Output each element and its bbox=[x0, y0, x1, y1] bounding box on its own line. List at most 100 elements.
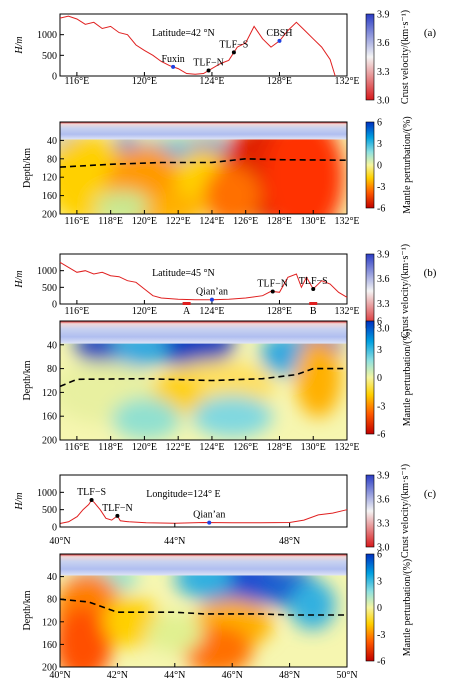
lab-boundary-line bbox=[60, 367, 347, 388]
depth-ytick-label: 80 bbox=[47, 595, 57, 606]
tomo-xtick-label: 124°E bbox=[199, 442, 224, 453]
mantle-colorbar-tick: -6 bbox=[377, 657, 385, 668]
tomography-axes-frame bbox=[59, 320, 348, 441]
tomo-xtick-label: 42°N bbox=[107, 670, 128, 681]
section-marker bbox=[182, 302, 191, 305]
mantle-colorbar bbox=[365, 553, 375, 662]
tomo-xtick-label: 40°N bbox=[49, 670, 70, 681]
tomo-xtick-label: 44°N bbox=[164, 670, 185, 681]
crust-colorbar-tick: 3.6 bbox=[377, 274, 390, 285]
mantle-colorbar-tick: -3 bbox=[377, 182, 385, 193]
crust-colorbar-tick: 3.9 bbox=[377, 250, 390, 261]
depth-ytick-label: 40 bbox=[47, 136, 57, 147]
feature-marker bbox=[231, 50, 236, 55]
tomo-xtick-label: 126°E bbox=[233, 216, 258, 227]
anomaly bbox=[60, 607, 112, 667]
topo-xtick-label: 116°E bbox=[65, 76, 90, 87]
feature-marker bbox=[207, 520, 212, 525]
panel-c: 1000 500 0 H/m Longitude=124° E 40°N 44°N 48°N T… bbox=[14, 464, 437, 681]
mantle-colorbar-tick: 0 bbox=[377, 161, 382, 172]
crust-colorbar-tick: 3.3 bbox=[377, 299, 390, 310]
tomography-image bbox=[60, 554, 347, 667]
mantle-colorbar-tick: 6 bbox=[377, 118, 382, 129]
tomo-xtick-label: 128°E bbox=[267, 442, 292, 453]
feature-label: Qian’an bbox=[193, 510, 225, 521]
topo-ytick-label: 1000 bbox=[37, 30, 57, 41]
topo-ytick-label: 500 bbox=[42, 505, 57, 516]
tomo-xtick-label: 118°E bbox=[98, 216, 123, 227]
lab-boundary-line bbox=[60, 157, 347, 168]
topo-ytick-label: 0 bbox=[52, 300, 57, 311]
crust-colorbar-label: Crust velocity/(km·s⁻¹) bbox=[400, 464, 411, 558]
depth-ytick-label: 200 bbox=[42, 663, 57, 674]
section-marker-label: B bbox=[310, 306, 317, 317]
panel-label: (b) bbox=[424, 267, 437, 279]
depth-ylabel: Depth/km bbox=[22, 590, 33, 630]
depth-ytick-label: 40 bbox=[47, 340, 57, 351]
depth-ytick-label: 80 bbox=[47, 364, 57, 375]
mantle-colorbar-tick: 6 bbox=[377, 550, 382, 561]
feature-marker bbox=[209, 297, 214, 302]
panel-b: 1000 500 0 H/m Latitude=45 °N 116°E 120°E 124°E… bbox=[14, 244, 437, 453]
topo-xtick-label: 44°N bbox=[164, 536, 185, 547]
crust-colorbar-tick: 3.6 bbox=[377, 38, 390, 49]
mantle-colorbar-tick: 0 bbox=[377, 603, 382, 614]
anomaly bbox=[105, 145, 187, 214]
crust-colorbar-tick: 3.0 bbox=[377, 324, 390, 335]
section-marker-label: A bbox=[183, 306, 191, 317]
tomo-xtick-label: 48°N bbox=[279, 670, 300, 681]
mantle-colorbar-tick: 3 bbox=[377, 139, 382, 150]
anomaly bbox=[146, 613, 204, 653]
panel-a: 1000 500 0 H/m Latitude=42 °N 116°E 120°E 124°E… bbox=[14, 10, 436, 228]
topo-xtick-label: 128°E bbox=[267, 76, 292, 87]
crust-colorbar bbox=[365, 13, 375, 101]
feature-marker bbox=[171, 64, 176, 69]
mantle-colorbar-tick: 0 bbox=[377, 373, 382, 384]
tomography-image bbox=[60, 122, 347, 214]
feature-marker bbox=[277, 38, 282, 43]
topo-xtick-label: 124°E bbox=[199, 76, 224, 87]
tomo-xtick-label: 126°E bbox=[233, 442, 258, 453]
mantle-colorbar-tick: 6 bbox=[377, 317, 382, 328]
feature-marker bbox=[311, 287, 316, 291]
crust-band bbox=[60, 122, 347, 140]
feature-label: CBSH bbox=[266, 28, 292, 39]
topo-axes-frame bbox=[59, 474, 348, 528]
tomo-xtick-label: 116°E bbox=[65, 442, 90, 453]
tomo-xtick-label: 122°E bbox=[166, 442, 191, 453]
depth-ytick-label: 120 bbox=[42, 173, 57, 184]
lab-boundary-line bbox=[60, 598, 347, 616]
tomo-xtick-label: 132°E bbox=[334, 442, 359, 453]
crust-colorbar bbox=[365, 253, 375, 329]
topo-ylabel: H/m bbox=[14, 270, 25, 288]
feature-label: Qian’an bbox=[196, 287, 228, 298]
tomography-axes-frame bbox=[59, 553, 348, 668]
topo-ylabel: H/m bbox=[14, 36, 25, 54]
topo-xtick-label: 48°N bbox=[279, 536, 300, 547]
crust-colorbar-tick: 3.0 bbox=[377, 543, 390, 554]
tomo-xtick-label: 132°E bbox=[334, 216, 359, 227]
tomo-xtick-label: 120°E bbox=[132, 216, 157, 227]
topo-ytick-label: 0 bbox=[52, 72, 57, 83]
topo-xtick-label: 128°E bbox=[267, 306, 292, 317]
tomo-xtick-label: 128°E bbox=[267, 216, 292, 227]
anomaly bbox=[103, 596, 161, 647]
feature-label: TLF−N bbox=[257, 279, 288, 290]
depth-ytick-label: 160 bbox=[42, 191, 57, 202]
feature-label: TLF−S bbox=[299, 276, 328, 287]
mantle-colorbar-tick: -6 bbox=[377, 204, 385, 215]
topo-ylabel: H/m bbox=[14, 492, 25, 510]
mantle-colorbar-tick: -6 bbox=[377, 430, 385, 441]
crust-colorbar-tick: 3.3 bbox=[377, 67, 390, 78]
tomo-xtick-label: 120°E bbox=[132, 442, 157, 453]
crust-band bbox=[60, 554, 347, 576]
feature-marker bbox=[89, 497, 94, 502]
depth-ylabel: Depth/km bbox=[22, 360, 33, 400]
tomography-anomalies bbox=[60, 122, 345, 214]
tomo-xtick-label: 50°N bbox=[336, 670, 357, 681]
crust-colorbar-tick: 3.3 bbox=[377, 519, 390, 530]
tomo-xtick-label: 118°E bbox=[98, 442, 123, 453]
crust-colorbar-tick: 3.9 bbox=[377, 10, 390, 21]
panel-label: (c) bbox=[424, 488, 437, 500]
